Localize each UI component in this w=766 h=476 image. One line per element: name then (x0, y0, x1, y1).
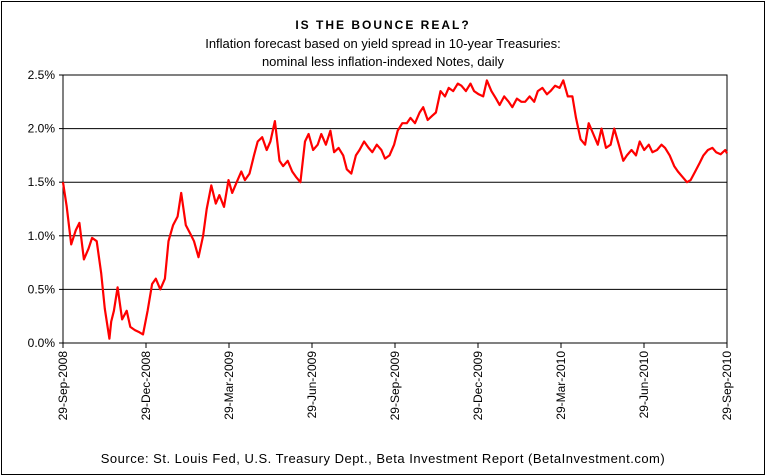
y-tick-label: 0.5% (28, 282, 56, 296)
x-tick-label: 29-Mar-2010 (554, 351, 568, 420)
gridlines (63, 128, 727, 290)
x-tick-label: 29-Jun-2009 (305, 351, 319, 419)
plot-area (62, 74, 728, 344)
x-tick-label: 29-Dec-2008 (139, 351, 153, 421)
y-tick-label: 0.0% (28, 336, 56, 350)
y-tick-label: 1.5% (28, 175, 56, 189)
x-tick-label: 29-Mar-2009 (222, 351, 236, 420)
x-tick-label: 29-Sep-2010 (720, 351, 734, 421)
x-tick-label: 29-Jun-2010 (637, 351, 651, 419)
y-tick-label: 2.0% (28, 122, 56, 136)
y-tick-label: 1.0% (28, 229, 56, 243)
chart-subtitle-line-2: nominal less inflation-indexed Notes, da… (261, 54, 505, 69)
x-tick-label: 29-Sep-2008 (56, 351, 70, 421)
chart-title: IS THE BOUNCE REAL? (295, 18, 471, 32)
y-axis-ticks: 0.0% 0.5% 1.0% 1.5% 2.0% 2.5% (28, 68, 63, 350)
x-tick-label: 29-Dec-2009 (471, 351, 485, 421)
chart-source-note: Source: St. Louis Fed, U.S. Treasury Dep… (100, 451, 666, 466)
x-tick-label: 29-Sep-2009 (388, 351, 402, 421)
x-axis-ticks: 29-Sep-2008 29-Dec-2008 29-Mar-2009 29-Jun-… (56, 343, 734, 420)
series-line (61, 79, 728, 340)
chart-subtitle-line-1: Inflation forecast based on yield spread… (205, 36, 561, 51)
y-tick-label: 2.5% (28, 68, 56, 82)
